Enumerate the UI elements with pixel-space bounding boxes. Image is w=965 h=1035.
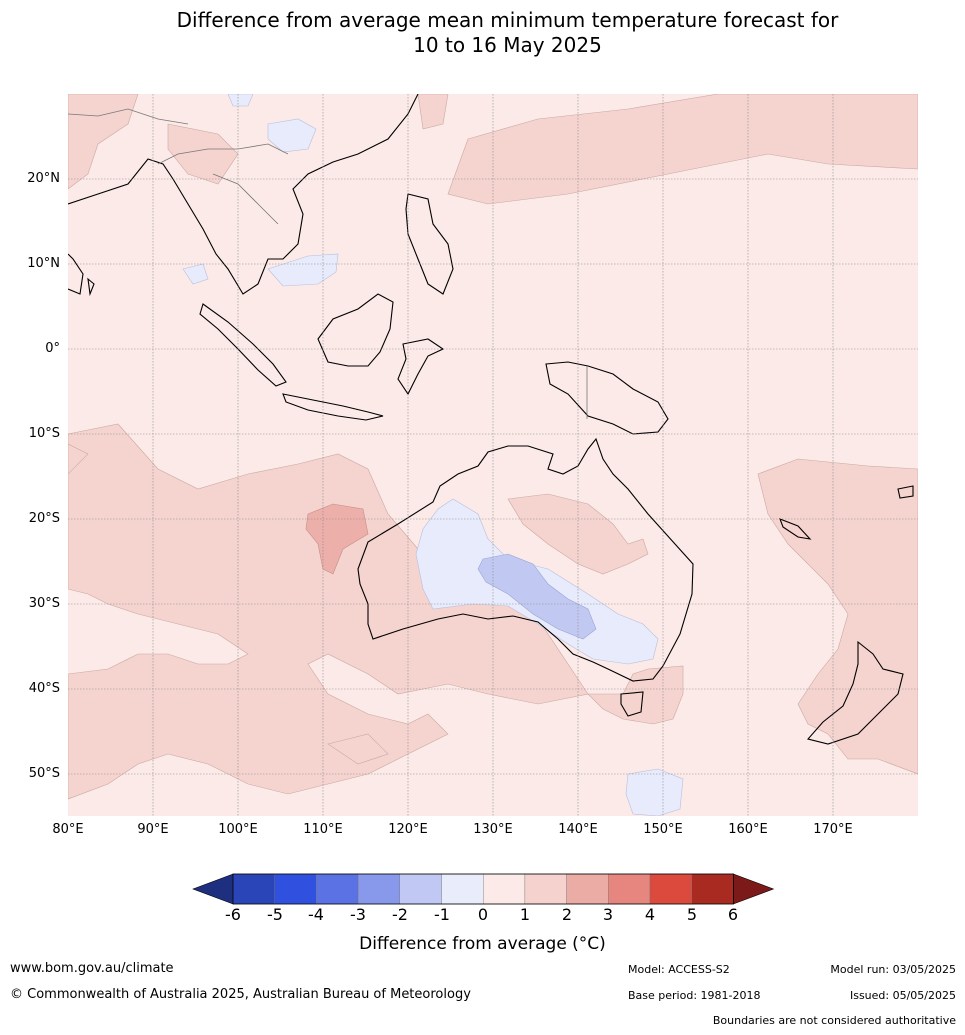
- sumatra-coast: [199, 303, 287, 387]
- new-zealand-coast: [806, 640, 904, 745]
- lon-label-130e: 130°E: [473, 822, 513, 837]
- colorbar-cell: [566, 873, 609, 905]
- colorbar-cell: [316, 873, 359, 905]
- colorbar-extend-high: [733, 873, 775, 905]
- philippines-coast: [405, 193, 454, 295]
- borneo-coast: [317, 293, 394, 367]
- colorbar-tick: -4: [308, 905, 324, 924]
- lon-label-80e: 80°E: [52, 822, 84, 837]
- colorbar-cell: [524, 873, 567, 905]
- map-title: Difference from average mean minimum tem…: [0, 8, 965, 58]
- lat-label-30s: 30°S: [28, 596, 60, 611]
- new-caledonia-coast: [779, 518, 812, 540]
- colorbar-title: Difference from average (°C): [359, 934, 606, 954]
- lat-label-20s: 20°S: [28, 511, 60, 526]
- colorbar-tick: 5: [686, 905, 698, 924]
- colorbar-cell: [441, 873, 484, 905]
- issued-text: Issued: 05/05/2025: [849, 989, 956, 1002]
- colorbar-cell: [483, 873, 526, 905]
- anomaly-2-to-3: [305, 503, 369, 575]
- colorbar-tick: 0: [477, 905, 489, 924]
- lon-label-160e: 160°E: [728, 822, 768, 837]
- australia-coast: [357, 437, 694, 682]
- lon-label-90e: 90°E: [137, 822, 169, 837]
- colorbar-tick: 2: [561, 905, 573, 924]
- tasmania-coast: [620, 691, 644, 717]
- lon-label-110e: 110°E: [303, 822, 343, 837]
- colorbar-tick: -2: [392, 905, 408, 924]
- graticule: [68, 94, 918, 816]
- copyright-text: © Commonwealth of Australia 2025, Austra…: [10, 987, 471, 1002]
- fiji-coast: [897, 485, 914, 499]
- colorbar-cell: [691, 873, 734, 905]
- colorbar: [192, 873, 775, 905]
- model-text: Model: ACCESS-S2: [628, 963, 730, 976]
- colorbar-tick: 6: [727, 905, 739, 924]
- lat-label-20n: 20°N: [27, 171, 60, 186]
- colorbar-cell: [399, 873, 442, 905]
- colorbar-cell: [274, 873, 317, 905]
- lon-label-120e: 120°E: [388, 822, 428, 837]
- forecast-map: [68, 94, 918, 816]
- lon-label-170e: 170°E: [813, 822, 853, 837]
- anomaly-minus2-to-minus1: [477, 553, 597, 640]
- colorbar-tick: 3: [602, 905, 614, 924]
- colorbar-tick: -6: [225, 905, 241, 924]
- lat-label-50s: 50°S: [28, 766, 60, 781]
- website-link[interactable]: www.bom.gov.au/climate: [10, 961, 174, 976]
- colorbar-tick: -1: [434, 905, 450, 924]
- sulawesi-coast: [397, 338, 445, 396]
- country-borders: [68, 108, 588, 419]
- anomaly-1-to-2: [68, 94, 918, 800]
- disclaimer-text: Boundaries are not considered authoritat…: [712, 1014, 956, 1027]
- colorbar-frame: [232, 873, 734, 905]
- colorbar-cell: [608, 873, 651, 905]
- base-period-text: Base period: 1981-2018: [628, 989, 761, 1002]
- lon-label-100e: 100°E: [218, 822, 258, 837]
- coastlines: [68, 94, 914, 745]
- colorbar-extend-low: [192, 873, 234, 905]
- model-run-text: Model run: 03/05/2025: [830, 963, 956, 976]
- lon-label-140e: 140°E: [558, 822, 598, 837]
- sri-lanka-coast: [87, 277, 95, 297]
- title-line-1: Difference from average mean minimum tem…: [176, 8, 839, 32]
- lat-label-40s: 40°S: [28, 681, 60, 696]
- lat-label-10s: 10°S: [28, 426, 60, 441]
- colorbar-cell: [649, 873, 692, 905]
- mainland-asia-coast: [68, 94, 419, 295]
- colorbar-cells: [192, 873, 775, 905]
- colorbar-cell: [232, 873, 275, 905]
- colorbar-cell: [357, 873, 401, 905]
- india-coast: [68, 253, 84, 295]
- lon-label-150e: 150°E: [643, 822, 683, 837]
- lat-label-0: 0°: [45, 341, 60, 356]
- title-line-2: 10 to 16 May 2025: [413, 33, 602, 57]
- colorbar-tick: 4: [644, 905, 656, 924]
- colorbar-tick: 1: [519, 905, 531, 924]
- java-coast: [282, 393, 384, 421]
- colorbar-tick: -5: [267, 905, 283, 924]
- lat-label-10n: 10°N: [27, 256, 60, 271]
- colorbar-tick: -3: [350, 905, 366, 924]
